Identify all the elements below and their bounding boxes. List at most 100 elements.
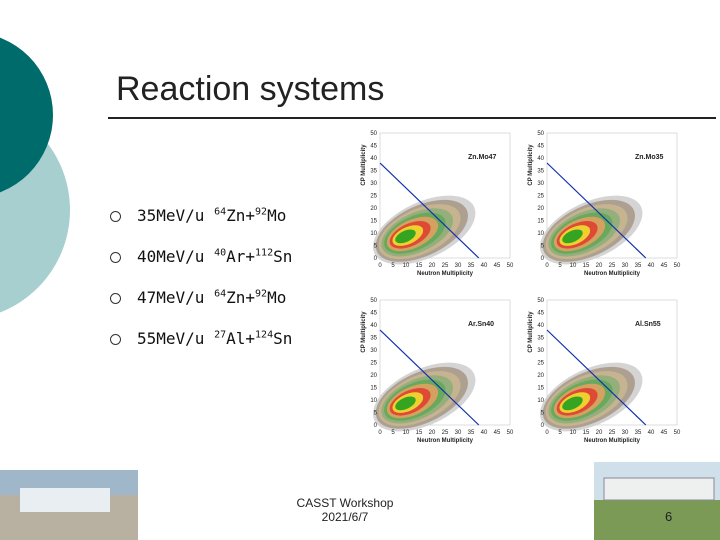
bullet-marker [110, 293, 121, 304]
target-mass: 124 [255, 329, 274, 341]
x-tick-label: 35 [635, 263, 642, 269]
y-tick-label: 30 [370, 181, 377, 187]
bullet-marker [110, 334, 121, 345]
projectile: Al+ [226, 329, 256, 348]
contour [395, 229, 416, 244]
y-tick-label: 40 [370, 156, 377, 162]
x-tick-label: 10 [403, 263, 410, 269]
panel-label: Ar.Sn40 [468, 321, 494, 328]
y-tick-label: 20 [537, 206, 544, 212]
photo-right-building [603, 477, 715, 501]
x-tick-label: 0 [378, 430, 382, 436]
y-tick-label: 0 [374, 256, 378, 262]
energy: 47MeV/u [137, 288, 205, 307]
y-tick-label: 45 [537, 144, 544, 150]
x-tick-label: 45 [661, 263, 668, 269]
y-tick-label: 20 [370, 206, 377, 212]
x-tick-label: 45 [494, 430, 501, 436]
projectile-mass: 64 [214, 288, 227, 300]
x-tick-label: 50 [507, 263, 514, 269]
y-tick-label: 45 [370, 144, 377, 150]
y-tick-label: 50 [537, 131, 544, 137]
x-tick-label: 30 [622, 430, 629, 436]
y-tick-label: 15 [370, 219, 377, 225]
x-tick-label: 0 [378, 263, 382, 269]
y-tick-label: 40 [370, 323, 377, 329]
y-tick-label: 0 [541, 256, 545, 262]
x-tick-label: 5 [558, 263, 562, 269]
y-axis-label: CP Multiplicity [528, 144, 534, 186]
x-tick-label: 15 [416, 430, 423, 436]
y-tick-label: 10 [370, 398, 377, 404]
bullet: 40MeV/u 40Ar+112Sn [110, 247, 292, 266]
title: Reaction systems [116, 70, 385, 108]
panel: 00 5 5 10 10 15 15 20 20 25 25 30 30 35 35 40 40 45 45 50 50… [361, 298, 514, 444]
energy: 40MeV/u [137, 247, 205, 266]
y-tick-label: 45 [537, 311, 544, 317]
x-tick-label: 50 [507, 430, 514, 436]
x-tick-label: 20 [596, 263, 603, 269]
x-axis-label: Neutron Multiplicity [584, 271, 641, 277]
x-tick-label: 40 [481, 263, 488, 269]
x-tick-label: 20 [429, 263, 436, 269]
x-tick-label: 25 [442, 430, 449, 436]
y-tick-label: 10 [537, 398, 544, 404]
bullet: 35MeV/u 64Zn+92Mo [110, 206, 286, 225]
y-tick-label: 30 [370, 348, 377, 354]
projectile-mass: 64 [214, 206, 227, 218]
x-tick-label: 35 [468, 263, 475, 269]
projectile-mass: 40 [214, 247, 227, 259]
panel-label: Zn.Mo35 [635, 154, 663, 161]
x-tick-label: 20 [429, 430, 436, 436]
footer-date: 2021/6/7 [321, 510, 369, 524]
photo-left-building [20, 488, 110, 512]
y-tick-label: 5 [541, 244, 545, 250]
projectile: Zn+ [226, 206, 256, 225]
x-tick-label: 40 [481, 430, 488, 436]
y-tick-label: 30 [537, 181, 544, 187]
x-tick-label: 40 [648, 263, 655, 269]
y-tick-label: 40 [537, 156, 544, 162]
y-tick-label: 5 [541, 411, 545, 417]
x-tick-label: 5 [391, 263, 395, 269]
bullet: 47MeV/u 64Zn+92Mo [110, 288, 286, 307]
contour [395, 396, 416, 411]
panel: 00 5 5 10 10 15 15 20 20 25 25 30 30 35 35 40 40 45 45 50 50… [528, 298, 681, 444]
x-axis-label: Neutron Multiplicity [584, 438, 641, 444]
y-tick-label: 40 [537, 323, 544, 329]
y-tick-label: 25 [537, 194, 544, 200]
y-tick-label: 10 [537, 231, 544, 237]
target: Mo [267, 288, 287, 307]
x-tick-label: 20 [596, 430, 603, 436]
y-tick-label: 10 [370, 231, 377, 237]
projectile-mass: 27 [214, 329, 227, 341]
x-tick-label: 35 [468, 430, 475, 436]
x-tick-label: 10 [570, 430, 577, 436]
target-mass: 92 [255, 288, 268, 300]
y-tick-label: 35 [370, 169, 377, 175]
panel: 00 5 5 10 10 15 15 20 20 25 25 30 30 35 35 40 40 45 45 50 50… [361, 131, 514, 277]
x-tick-label: 15 [583, 430, 590, 436]
y-tick-label: 5 [374, 244, 378, 250]
y-tick-label: 35 [370, 336, 377, 342]
cut-line [546, 329, 647, 426]
y-tick-label: 25 [370, 194, 377, 200]
x-axis-label: Neutron Multiplicity [417, 271, 474, 277]
plots: 0055101015152020252530303535404045455050… [361, 131, 681, 444]
target-mass: 112 [255, 247, 274, 259]
x-tick-label: 45 [661, 430, 668, 436]
y-axis-label: CP Multiplicity [361, 144, 367, 186]
x-tick-label: 45 [494, 263, 501, 269]
y-tick-label: 0 [541, 423, 545, 429]
contour [562, 396, 583, 411]
x-tick-label: 25 [609, 430, 616, 436]
cut-line [546, 162, 647, 259]
x-tick-label: 40 [648, 430, 655, 436]
x-tick-label: 50 [674, 430, 681, 436]
bullet: 55MeV/u 27Al+124Sn [110, 329, 292, 348]
cut-line [379, 329, 480, 426]
y-tick-label: 50 [370, 131, 377, 137]
target: Sn [273, 247, 293, 266]
y-tick-label: 25 [370, 361, 377, 367]
